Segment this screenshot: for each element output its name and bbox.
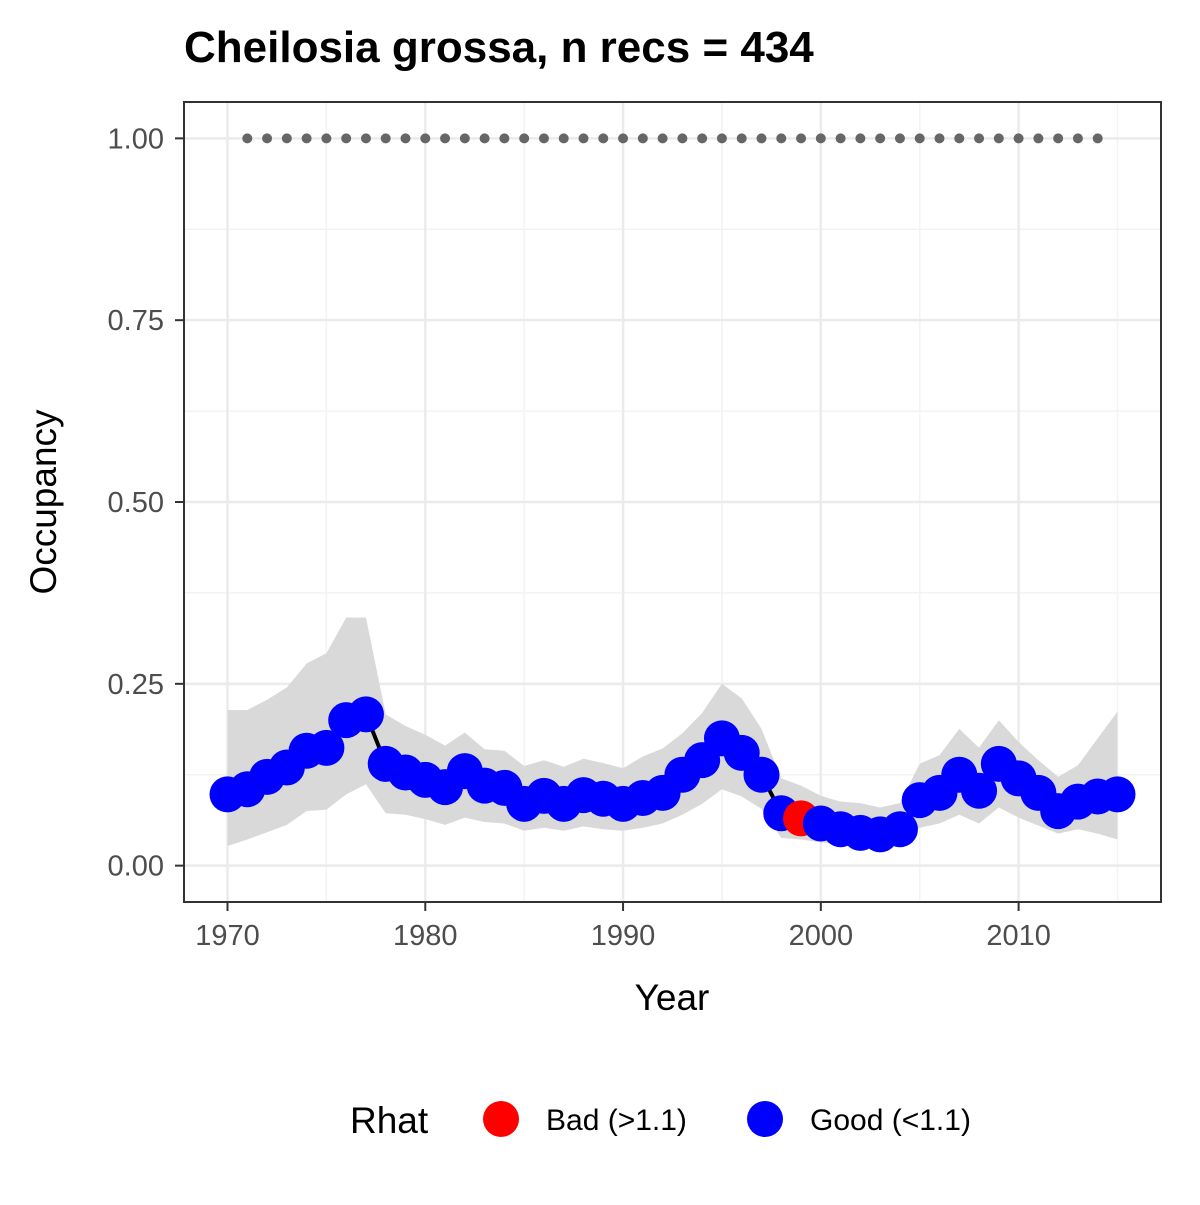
legend-title: Rhat (350, 1100, 429, 1141)
legend: Rhat Bad (>1.1) Good (<1.1) (350, 1100, 971, 1141)
y-tick-label: 0.75 (108, 305, 164, 337)
dotted-marker-1976 (341, 133, 352, 144)
dotted-marker-1972 (262, 133, 273, 144)
y-tick-label: 1.00 (108, 123, 164, 155)
dotted-marker-2004 (894, 133, 905, 144)
dotted-marker-1999 (796, 133, 807, 144)
dotted-marker-1990 (618, 133, 629, 144)
data-point-2008 (961, 772, 998, 809)
data-point-1977 (347, 696, 384, 733)
dotted-marker-1986 (538, 133, 549, 144)
dotted-marker-1981 (440, 133, 451, 144)
dotted-marker-2013 (1072, 133, 1083, 144)
dotted-marker-2010 (1013, 133, 1024, 144)
y-tick-label: 0.00 (108, 851, 164, 883)
dotted-marker-2006 (934, 133, 945, 144)
x-tick-label: 1980 (393, 920, 458, 952)
x-axis-title: Year (635, 977, 710, 1018)
x-tick-label: 1970 (195, 920, 260, 952)
dotted-marker-1979 (400, 133, 411, 144)
dotted-marker-1988 (578, 133, 589, 144)
axes: 1970 1980 1990 2000 2010 0.00 0.25 0.50 0.75 1.00 (108, 123, 1051, 952)
dotted-marker-1982 (459, 133, 470, 144)
dotted-marker-1994 (697, 133, 708, 144)
dotted-marker-1973 (281, 133, 292, 144)
x-tick-label: 2000 (789, 920, 854, 952)
dotted-marker-1977 (360, 133, 371, 144)
y-tick-label: 0.25 (108, 669, 164, 701)
legend-label-good: Good (<1.1) (810, 1104, 971, 1137)
data-point-1997 (743, 756, 780, 793)
dotted-marker-1985 (519, 133, 530, 144)
occupancy-points (209, 696, 1136, 853)
dotted-marker-1980 (420, 133, 431, 144)
dotted-marker-2011 (1033, 133, 1044, 144)
dotted-marker-1996 (736, 133, 747, 144)
dotted-marker-2003 (875, 133, 886, 144)
legend-key-good (747, 1101, 783, 1137)
dotted-marker-1984 (499, 133, 510, 144)
data-point-2015 (1099, 776, 1136, 813)
data-point-1975 (308, 729, 345, 766)
dotted-marker-2005 (914, 133, 925, 144)
dotted-marker-1983 (479, 133, 490, 144)
dotted-marker-2001 (835, 133, 846, 144)
y-axis-title: Occupancy (23, 409, 64, 595)
legend-label-bad: Bad (>1.1) (546, 1104, 687, 1137)
legend-key-bad (483, 1101, 519, 1137)
x-tick-label: 1990 (591, 920, 656, 952)
dotted-marker-2014 (1092, 133, 1103, 144)
dotted-marker-1995 (716, 133, 727, 144)
dotted-marker-2002 (855, 133, 866, 144)
dotted-marker-2008 (974, 133, 985, 144)
chart-title: Cheilosia grossa, n recs = 434 (184, 23, 814, 72)
dotted-marker-1987 (558, 133, 569, 144)
dotted-marker-1991 (637, 133, 648, 144)
dotted-marker-1998 (776, 133, 787, 144)
y-tick-label: 0.50 (108, 487, 164, 519)
x-tick-label: 2010 (986, 920, 1051, 952)
dotted-marker-1997 (756, 133, 767, 144)
dotted-marker-2009 (993, 133, 1004, 144)
dotted-marker-2007 (954, 133, 965, 144)
upper-bound-dots (242, 133, 1103, 144)
dotted-marker-1993 (677, 133, 688, 144)
dotted-marker-1992 (657, 133, 668, 144)
dotted-marker-1971 (242, 133, 253, 144)
dotted-marker-2012 (1053, 133, 1064, 144)
dotted-marker-1975 (321, 133, 332, 144)
dotted-marker-1974 (301, 133, 312, 144)
dotted-marker-2000 (815, 133, 826, 144)
data-point-2004 (881, 811, 918, 848)
dotted-marker-1978 (380, 133, 391, 144)
dotted-marker-1989 (598, 133, 609, 144)
